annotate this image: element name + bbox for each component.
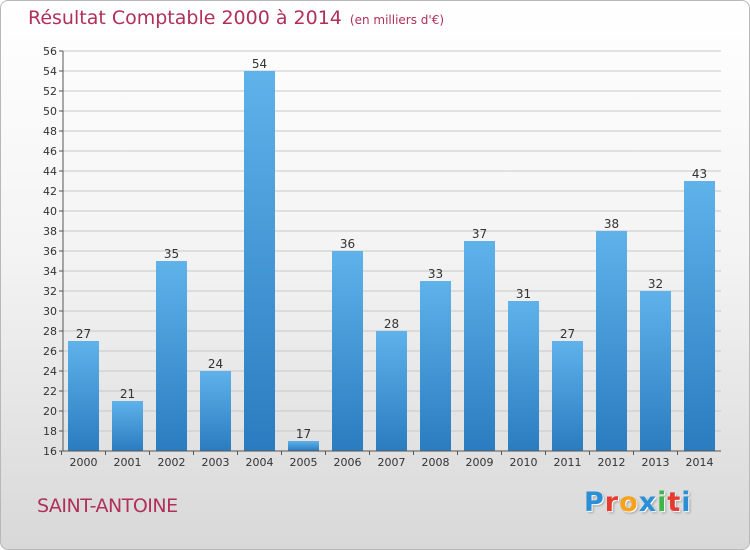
y-tick-label: 34 <box>43 265 57 278</box>
x-tick-label: 2011 <box>554 456 582 469</box>
x-tick-label: 2008 <box>422 456 450 469</box>
data-label-2011: 27 <box>560 327 575 341</box>
y-tick-label: 22 <box>43 385 57 398</box>
y-tick-label: 44 <box>43 165 57 178</box>
bar-2009 <box>464 241 495 451</box>
y-tick-label: 36 <box>43 245 57 258</box>
y-tick-label: 42 <box>43 185 57 198</box>
y-tick-label: 20 <box>43 405 57 418</box>
y-axis: 16 18 20 22 24 26 28 30 32 34 36 38 40 42 44 46 48 50 52 54… <box>43 45 64 458</box>
logo-letter: P <box>584 487 605 518</box>
bar-2007 <box>376 331 407 451</box>
logo-letter: o <box>619 487 639 518</box>
data-label-2014: 43 <box>692 167 707 181</box>
x-axis: 2000 2001 2002 2003 2004 2005 2006 2007 2008 2009… <box>61 450 721 469</box>
bar-2004 <box>244 71 275 451</box>
data-label-2013: 32 <box>648 277 663 291</box>
data-label-2007: 28 <box>384 317 399 331</box>
title-text: Résultat Comptable 2000 à 2014 <box>28 7 342 29</box>
y-tick-label: 50 <box>43 105 57 118</box>
data-label-2002: 35 <box>164 247 179 261</box>
bar-2013 <box>640 291 671 451</box>
y-tick-label: 38 <box>43 225 57 238</box>
y-tick-label: 46 <box>43 145 57 158</box>
logo-letter: i <box>681 487 692 518</box>
bar-2008 <box>420 281 451 451</box>
logo-letter: t <box>667 487 682 518</box>
y-tick-label: 16 <box>43 445 57 458</box>
x-tick-label: 2004 <box>246 456 274 469</box>
y-tick-label: 54 <box>43 65 57 78</box>
x-tick-label: 2002 <box>158 456 186 469</box>
bar-2012 <box>596 231 627 451</box>
data-label-2005: 17 <box>296 427 311 441</box>
x-tick-label: 2009 <box>466 456 494 469</box>
bar-2002 <box>156 261 187 451</box>
x-tick-label: 2000 <box>70 456 98 469</box>
x-tick-label: 2007 <box>378 456 406 469</box>
data-label-2004: 54 <box>252 57 267 71</box>
logo-letter: r <box>604 487 620 518</box>
x-tick-label: 2001 <box>114 456 142 469</box>
x-tick-label: 2003 <box>202 456 230 469</box>
y-tick-label: 18 <box>43 425 57 438</box>
data-label-2001: 21 <box>120 387 135 401</box>
x-tick-label: 2010 <box>510 456 538 469</box>
bar-2005 <box>288 441 319 451</box>
data-label-2000: 27 <box>76 327 91 341</box>
data-label-2012: 38 <box>604 217 619 231</box>
chart-subtitle: (en milliers d'€) <box>349 13 445 27</box>
bar-2001 <box>112 401 143 451</box>
bar-2003 <box>200 371 231 451</box>
logo-letter: i <box>657 487 668 518</box>
chart-title: Résultat Comptable 2000 à 2014 (en millie… <box>28 7 444 29</box>
y-tick-label: 56 <box>43 45 57 58</box>
town-name: SAINT-ANTOINE <box>37 495 178 517</box>
bars: 27 21 35 24 54 17 36 28 33 37 31 27 38 32 43 <box>68 57 715 451</box>
y-tick-label: 28 <box>43 325 57 338</box>
y-tick-label: 30 <box>43 305 57 318</box>
x-tick-label: 2013 <box>642 456 670 469</box>
bar-2011 <box>552 341 583 451</box>
data-label-2003: 24 <box>208 357 223 371</box>
x-tick-label: 2012 <box>598 456 626 469</box>
y-tick-label: 48 <box>43 125 57 138</box>
y-tick-label: 26 <box>43 345 57 358</box>
logo-letter: x <box>638 487 658 518</box>
data-label-2008: 33 <box>428 267 443 281</box>
bar-2000 <box>68 341 99 451</box>
y-tick-label: 32 <box>43 285 57 298</box>
x-tick-label: 2014 <box>686 456 714 469</box>
bar-2006 <box>332 251 363 451</box>
bar-2014 <box>684 181 715 451</box>
data-label-2006: 36 <box>340 237 355 251</box>
bar-2010 <box>508 301 539 451</box>
y-tick-label: 52 <box>43 85 57 98</box>
y-tick-label: 24 <box>43 365 57 378</box>
x-tick-label: 2006 <box>334 456 362 469</box>
x-tick-label: 2005 <box>290 456 318 469</box>
y-tick-label: 40 <box>43 205 57 218</box>
data-label-2009: 37 <box>472 227 487 241</box>
data-label-2010: 31 <box>516 287 531 301</box>
proxiti-logo[interactable]: Proxiti <box>584 487 692 518</box>
